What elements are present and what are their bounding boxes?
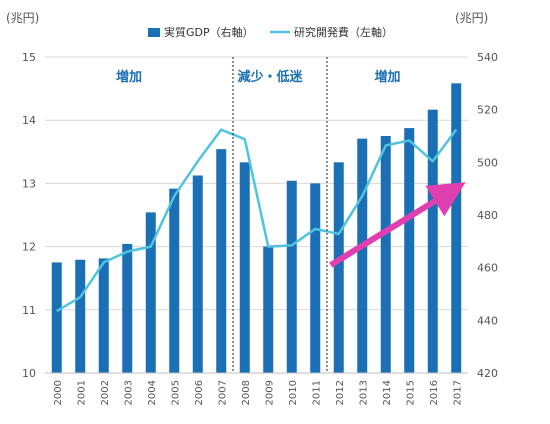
right-axis-tick-label: 420 [477, 367, 498, 380]
left-axis-tick-label: 13 [22, 177, 36, 190]
bar [286, 180, 297, 373]
x-tick-label: 2000 [53, 380, 64, 405]
bar [310, 183, 321, 373]
left-axis-tick-label: 11 [22, 304, 36, 317]
bar [333, 162, 344, 373]
x-tick-label: 2011 [311, 380, 322, 405]
line-series [56, 128, 458, 313]
phase-label: 増加 [374, 69, 400, 85]
x-tick-label: 2017 [452, 380, 463, 405]
bar [192, 175, 203, 373]
left-axis-tick-label: 14 [22, 114, 36, 127]
bar [145, 212, 156, 373]
right-axis-tick-label: 440 [477, 314, 498, 327]
bar [451, 83, 462, 373]
x-tick-label: 2001 [76, 380, 87, 405]
x-tick-label: 2007 [217, 380, 228, 405]
legend-bar-label: 実質GDP（右軸） [164, 25, 254, 39]
legend-bar-swatch [148, 28, 160, 37]
bar [98, 258, 109, 373]
x-tick-label: 2013 [358, 380, 369, 405]
bar [51, 262, 62, 373]
right-axis-tick-label: 540 [477, 51, 498, 64]
x-tick-label: 2014 [382, 380, 393, 405]
bar [239, 162, 250, 373]
right-axis-tick-label: 500 [477, 156, 498, 169]
left-axis-tick-label: 15 [22, 51, 36, 64]
x-tick-label: 2015 [405, 380, 416, 405]
x-tick-label: 2010 [288, 380, 299, 405]
x-tick-label: 2004 [147, 380, 158, 405]
right-axis-unit-label: (兆円) [455, 11, 488, 25]
left-axis-tick-label: 10 [22, 367, 36, 380]
axes: 10 11 12 13 14 15 420 440 460 480 500 520 540 (兆円) (兆円… [6, 11, 498, 405]
bar [404, 128, 415, 373]
left-axis-tick-label: 12 [22, 241, 36, 254]
left-axis-unit-label: (兆円) [6, 11, 39, 25]
x-tick-label: 2009 [264, 380, 275, 405]
x-tick-label: 2006 [194, 380, 205, 405]
bar [427, 109, 438, 374]
legend: 実質GDP（右軸） 研究開発費（左軸） [148, 25, 393, 39]
x-tick-label: 2012 [335, 380, 346, 405]
right-axis-tick-label: 460 [477, 262, 498, 275]
bar [122, 243, 133, 373]
bar [216, 149, 227, 373]
bar [380, 136, 391, 373]
right-axis-tick-label: 520 [477, 104, 498, 117]
trend-arrow [329, 182, 466, 268]
x-tick-label: 2003 [123, 380, 134, 405]
phase-dividers [232, 57, 328, 373]
x-tick-label: 2008 [241, 380, 252, 405]
x-tick-label: 2016 [429, 380, 440, 405]
line-series-path [56, 128, 458, 313]
bar [75, 259, 86, 373]
labels: 増加 減少・低迷 増加 [116, 69, 466, 268]
bar-series [51, 83, 462, 374]
x-tick-label: 2005 [170, 380, 181, 405]
legend-line-label: 研究開発費（左軸） [294, 25, 393, 39]
bar [357, 138, 368, 373]
right-axis-tick-label: 480 [477, 209, 498, 222]
bar [263, 246, 274, 373]
phase-label: 減少・低迷 [237, 69, 303, 85]
phase-label: 増加 [116, 69, 142, 85]
x-tick-label: 2002 [100, 380, 111, 405]
bar [169, 188, 180, 373]
